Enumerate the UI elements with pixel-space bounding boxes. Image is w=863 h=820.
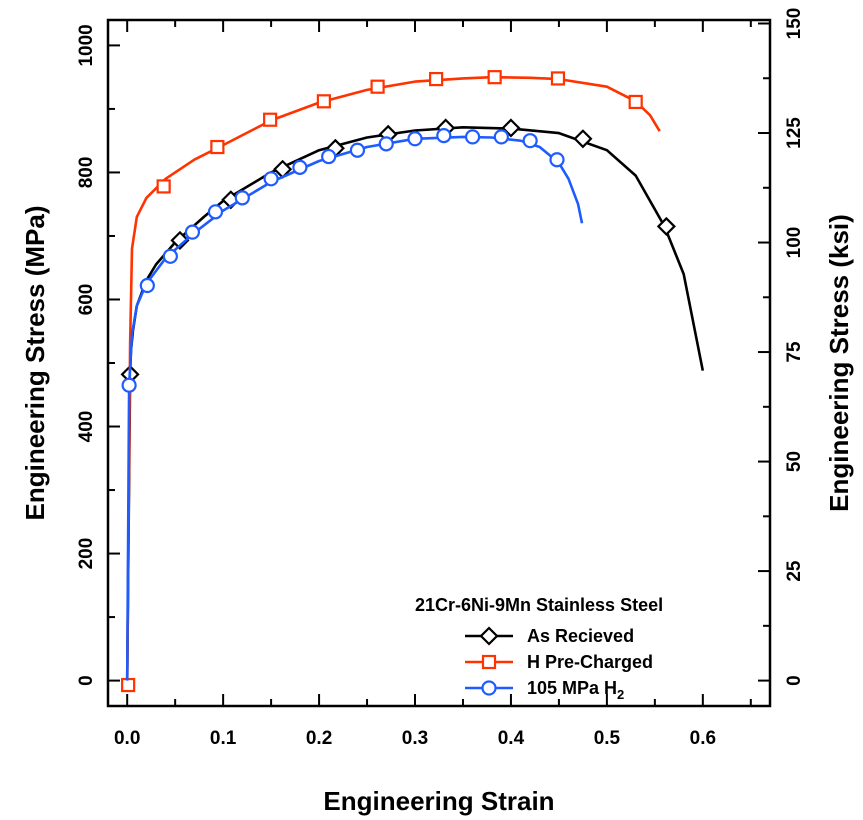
legend-title: 21Cr-6Ni-9Mn Stainless Steel [415,595,663,615]
legend-label: 105 MPa H2 [527,678,624,702]
data-point-square [487,70,502,85]
data-point-square [550,71,566,86]
x-axis-title: Engineering Strain [323,786,554,816]
legend-swatch-marker [481,680,497,696]
x-tick-label: 0.5 [594,728,621,749]
y-tick-label: 1000 [76,24,97,66]
y2-tick-label: 150 [784,8,805,40]
y-tick-label: 400 [76,411,97,443]
y-tick-label: 200 [76,538,97,570]
data-point-square [263,112,278,127]
y2-tick-label: 25 [784,560,805,582]
data-point-square [210,139,225,155]
series-105-mpa-h [121,128,584,681]
y-axis-left: 0 200 400 600 800 1000 [76,24,120,686]
y-tick-label: 600 [76,284,97,316]
y-tick-label: 0 [76,675,97,686]
x-tick-label: 0.3 [402,728,428,749]
legend: 21Cr-6Ni-9Mn Stainless Steel As Recieved… [415,595,663,702]
data-point-circle [436,128,452,144]
data-point-circle [464,129,481,145]
x-tick-label: 0.4 [498,728,525,749]
data-point-square [121,677,136,693]
y2-tick-label: 100 [784,227,805,259]
y-axis-title: Engineering Stress (MPa) [20,206,50,521]
y2-tick-label: 0 [784,675,805,686]
x-tick-label: 0.1 [210,728,237,749]
data-point-circle [207,204,224,220]
legend-item-105-mpa-h: 105 MPa H2 [465,678,624,702]
data-point-square [370,79,385,94]
y-tick-label: 800 [76,157,97,189]
legend-swatch-marker [481,654,497,670]
y2-tick-label: 50 [784,451,805,472]
series-layer [120,70,705,693]
data-point-square [316,94,331,109]
y-axis-right: 0 25 50 75 100 125 150 [758,8,805,686]
data-point-circle [378,136,394,152]
x-tick-label: 0.6 [690,728,716,749]
data-point-circle [121,377,137,393]
data-point-circle [139,277,155,294]
data-point-circle [263,171,279,187]
legend-label: H Pre-Charged [527,652,653,672]
data-point-circle [321,148,337,165]
data-point-square [156,179,171,194]
data-point-square [429,71,444,87]
legend-label: As Recieved [527,626,634,646]
data-point-circle [407,131,423,147]
data-point-circle [292,159,308,175]
legend-item-h-pre-charged: H Pre-Charged [465,652,653,672]
data-point-square [628,94,643,110]
y2-tick-label: 125 [784,117,805,149]
data-point-circle [162,248,178,264]
data-point-circle [349,142,366,158]
x-tick-label: 0.2 [306,728,332,749]
y2-axis-title: Engineering Stress (ksi) [824,214,854,512]
data-point-diamond [573,129,593,149]
data-point-circle [234,190,250,206]
data-point-circle [549,152,565,168]
data-point-circle [184,224,201,240]
y2-tick-label: 75 [784,341,805,363]
x-axis: 0.0 0.1 0.2 0.3 0.4 0.5 0.6 [114,20,752,749]
data-point-diamond [170,230,190,250]
series-line [125,75,661,686]
data-point-circle [522,133,538,149]
legend-swatch-marker [479,626,499,646]
data-point-diamond [656,216,676,236]
x-tick-label: 0.0 [114,728,140,749]
legend-label-subscript: 2 [617,687,624,702]
legend-item-as-recieved: As Recieved [465,626,634,646]
data-point-circle [493,129,509,145]
